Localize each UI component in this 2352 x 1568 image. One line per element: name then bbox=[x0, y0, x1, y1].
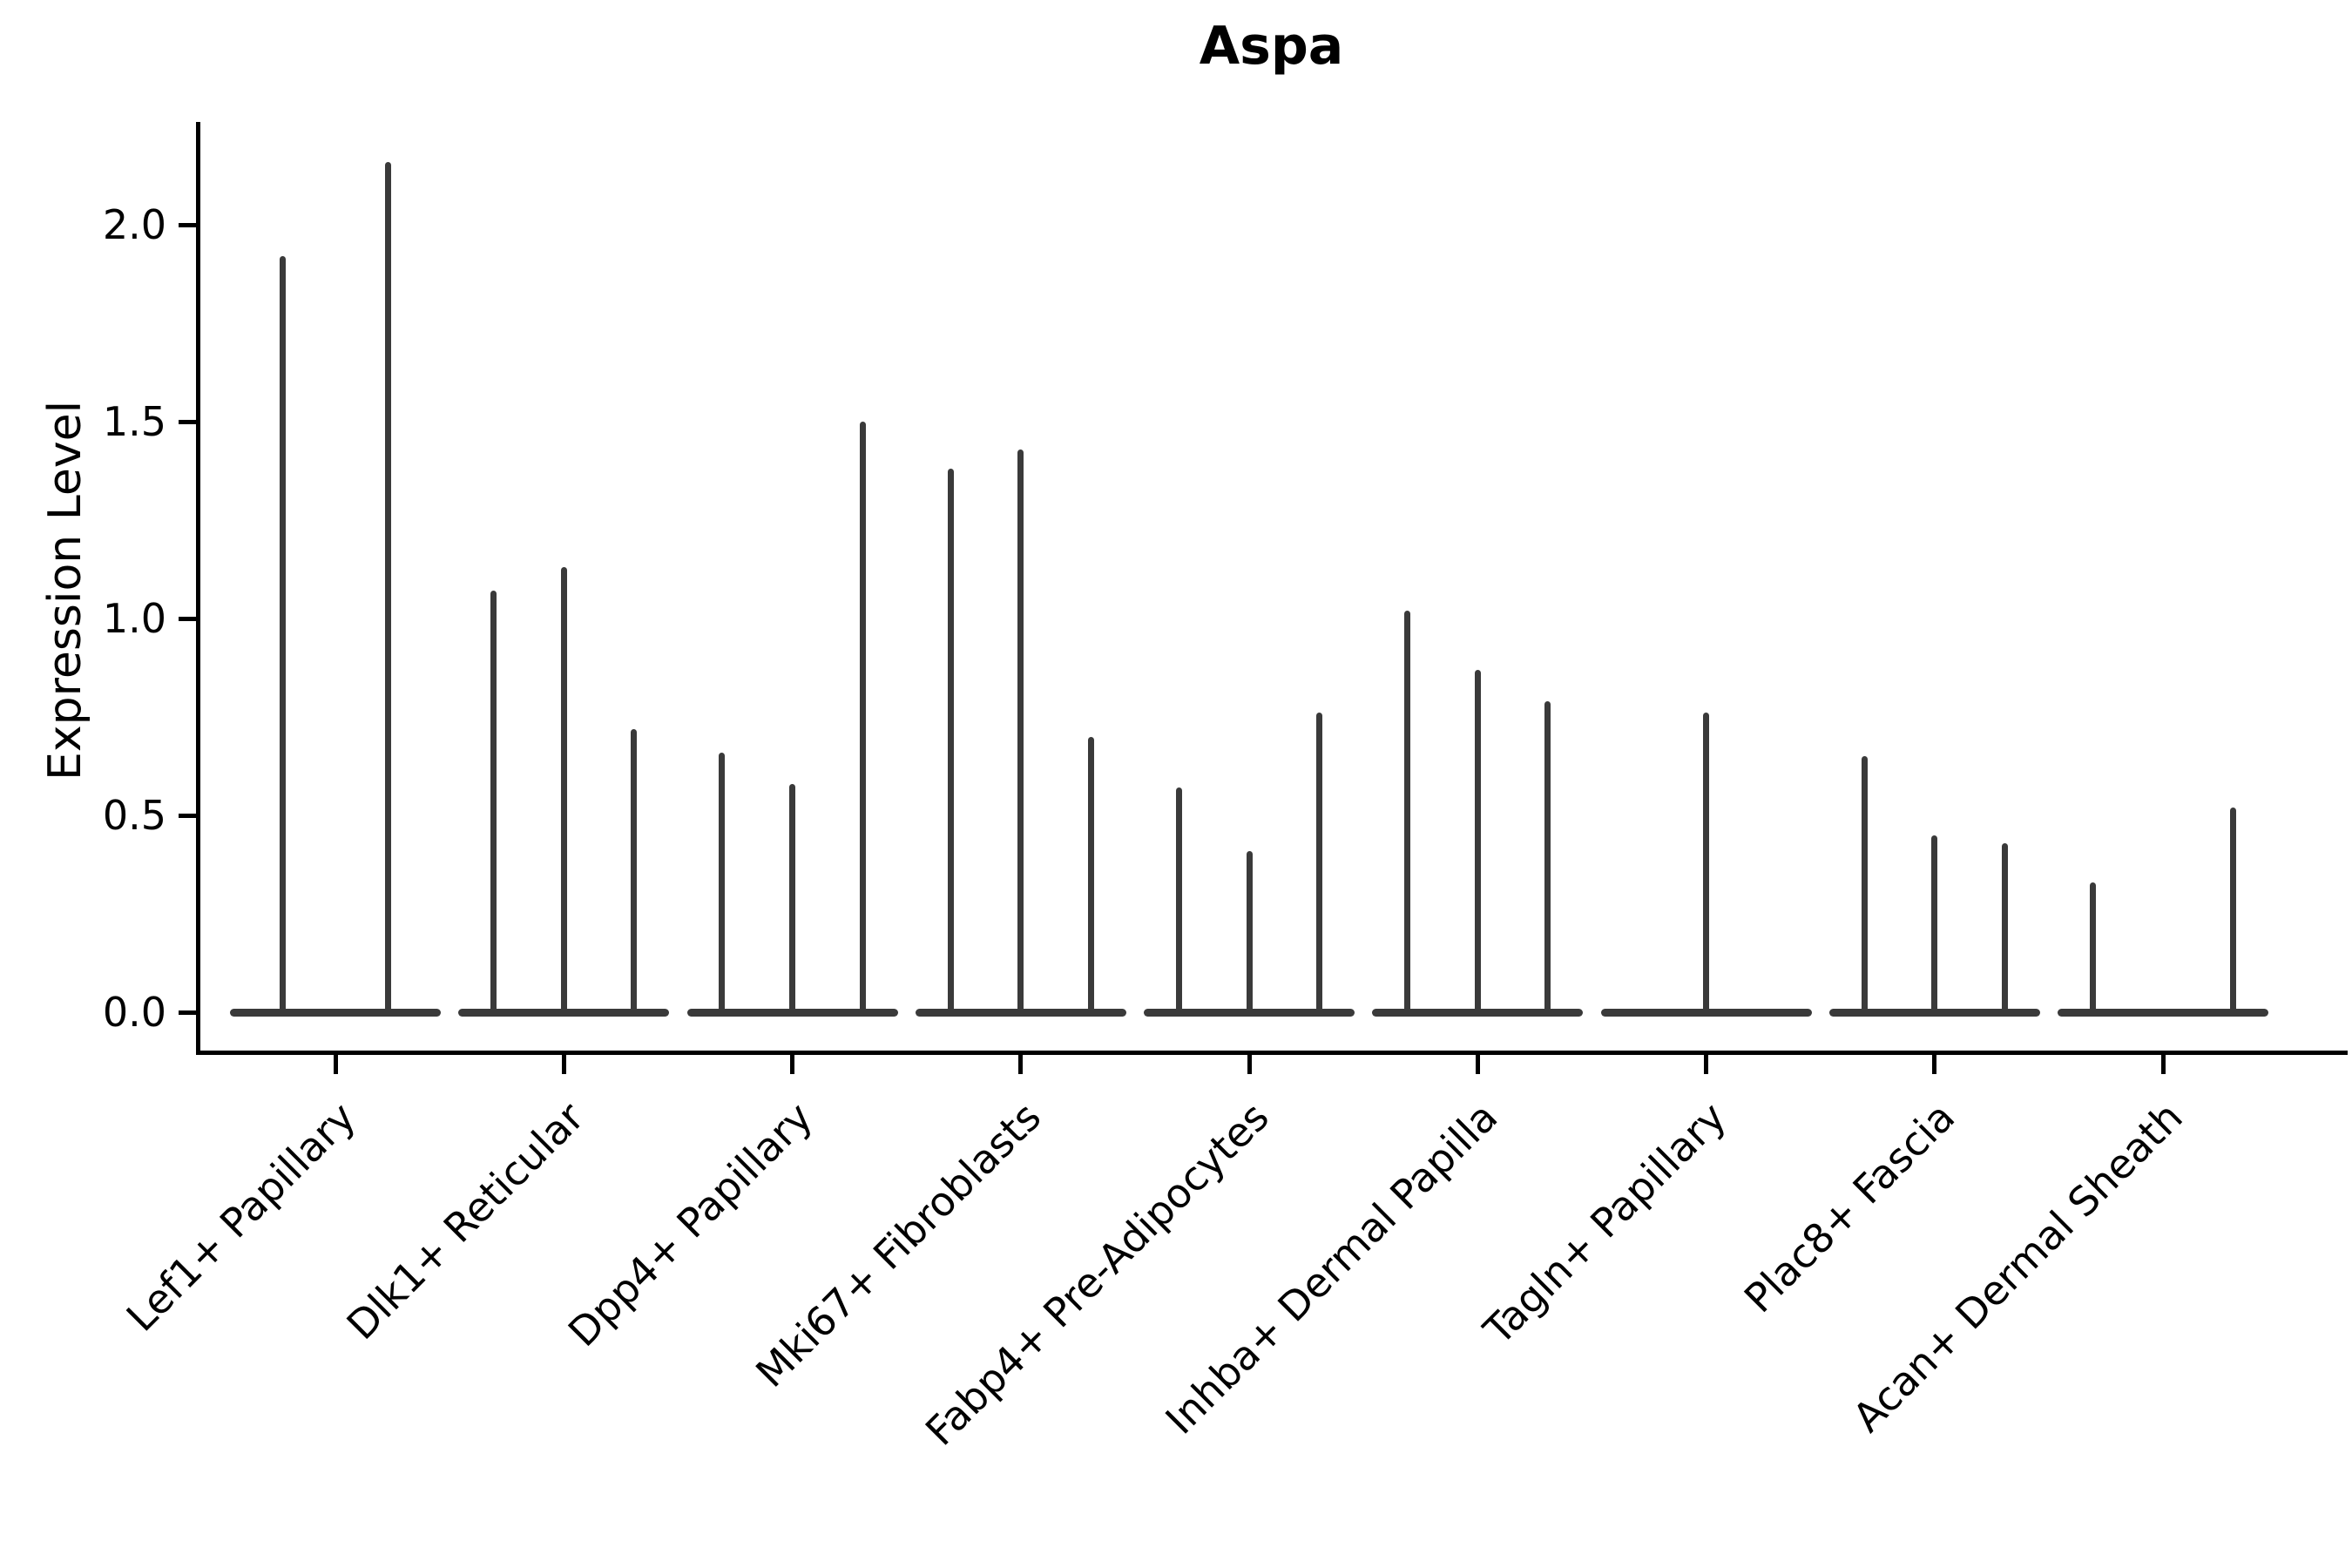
x-tick-mark bbox=[1704, 1055, 1708, 1074]
violin-spike bbox=[1017, 449, 1024, 1017]
violin-spike bbox=[789, 783, 795, 1017]
x-axis-spine bbox=[196, 1051, 2348, 1055]
violin-spike bbox=[385, 161, 391, 1017]
y-tick-label: 1.0 bbox=[102, 595, 166, 642]
violin-spike bbox=[1861, 756, 1868, 1017]
x-tick-mark bbox=[1018, 1055, 1024, 1074]
violin-spike bbox=[2230, 807, 2237, 1017]
y-tick-mark bbox=[179, 419, 198, 424]
violin-spike bbox=[1404, 610, 1411, 1017]
x-tick-mark bbox=[1475, 1055, 1480, 1074]
x-tick-label: Tagln+ Papillary bbox=[1474, 1092, 1735, 1354]
violin-spike bbox=[1474, 669, 1481, 1017]
violin-spike bbox=[947, 469, 954, 1017]
violin-spike bbox=[1316, 713, 1323, 1017]
y-tick-label: 1.5 bbox=[102, 398, 166, 445]
violin-spike bbox=[859, 422, 866, 1017]
y-tick-mark bbox=[179, 616, 198, 621]
violin-body bbox=[230, 1008, 441, 1017]
chart-title: Aspa bbox=[1199, 16, 1344, 77]
x-tick-label: Dlk1+ Reticular bbox=[337, 1092, 593, 1349]
x-tick-label: Dpp4+ Papillary bbox=[558, 1092, 821, 1356]
y-tick-label: 2.0 bbox=[102, 201, 166, 248]
violin-body bbox=[2058, 1008, 2268, 1017]
x-tick-label: Lef1+ Papillary bbox=[117, 1092, 365, 1341]
violin-spike bbox=[280, 256, 286, 1017]
violin-spike bbox=[719, 752, 726, 1017]
violin-spike bbox=[1544, 700, 1551, 1017]
x-tick-mark bbox=[1247, 1055, 1252, 1074]
x-tick-mark bbox=[790, 1055, 794, 1074]
y-tick-label: 0.5 bbox=[102, 792, 166, 839]
x-tick-label: Plac8+ Fascia bbox=[1734, 1092, 1963, 1322]
violin-spike bbox=[1246, 850, 1253, 1017]
y-tick-mark bbox=[179, 222, 198, 227]
violin-spike bbox=[560, 567, 567, 1017]
violin-spike bbox=[2089, 882, 2096, 1017]
violin-spike bbox=[1703, 713, 1709, 1017]
x-tick-mark bbox=[333, 1055, 338, 1074]
x-tick-mark bbox=[1932, 1055, 1937, 1074]
violin-spike bbox=[2001, 842, 2008, 1017]
violin-spike bbox=[1175, 787, 1182, 1017]
violin-spike bbox=[1087, 736, 1094, 1017]
y-tick-mark bbox=[179, 1010, 198, 1015]
y-axis-spine bbox=[196, 122, 200, 1054]
x-tick-mark bbox=[561, 1055, 566, 1074]
x-tick-mark bbox=[2160, 1055, 2166, 1074]
violin-spike bbox=[631, 728, 638, 1017]
violin-spike bbox=[1931, 835, 1938, 1017]
violin-spike bbox=[490, 591, 497, 1017]
y-tick-label: 0.0 bbox=[102, 989, 166, 1036]
y-tick-mark bbox=[179, 813, 198, 818]
